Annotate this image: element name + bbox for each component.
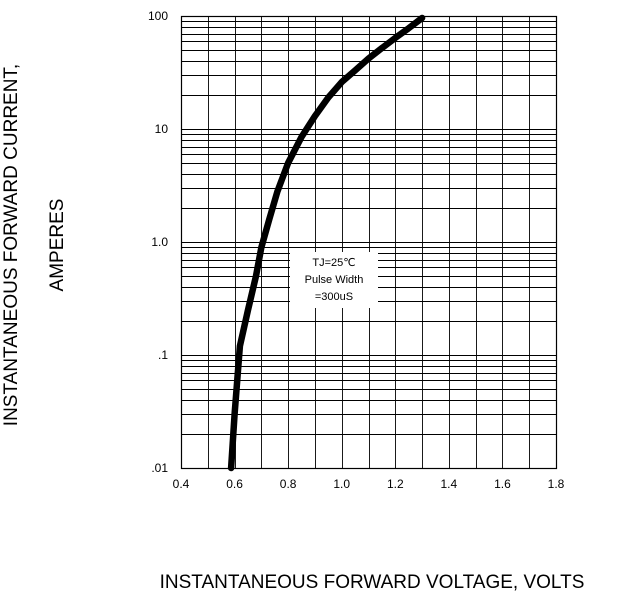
plot-frame — [180, 15, 558, 470]
y-axis-label-text-2: AMPERES — [47, 198, 68, 292]
x-tick-label: 1.2 — [387, 477, 404, 491]
x-tick-label: 1.8 — [548, 477, 565, 491]
y-axis-label-text-1: INSTANTANEOUS FORWARD CURRENT, — [1, 63, 22, 427]
y-tick-label: 1.0 — [151, 235, 168, 249]
x-axis-label-text: INSTANTANEOUS FORWARD VOLTAGE, VOLTS — [159, 572, 585, 593]
x-tick-label: 0.4 — [173, 477, 190, 491]
annotation-line-2: Pulse Width — [305, 274, 364, 286]
x-tick-label: 1.0 — [333, 477, 350, 491]
y-tick-label: .01 — [151, 461, 168, 475]
grid — [180, 15, 558, 470]
x-axis-label: INSTANTANEOUS FORWARD VOLTAGE, VOLTS — [0, 572, 624, 594]
y-tick-label: 10 — [155, 122, 169, 136]
annotation-background — [290, 252, 378, 308]
annotation-line-3: =300uS — [315, 291, 353, 303]
y-tick-label: .1 — [158, 348, 168, 362]
x-tick-label: 1.4 — [441, 477, 458, 491]
x-tick-label: 0.8 — [280, 477, 297, 491]
annotation-box: TJ=25℃ Pulse Width =300uS — [290, 252, 378, 308]
annotation-line-1: TJ=25℃ — [312, 257, 355, 269]
y-tick-label: 100 — [148, 9, 168, 23]
tick-labels: 0.4 0.6 0.8 1.0 1.2 1.4 1.6 1.8 .01 .1 1.0 10 100 — [148, 9, 565, 491]
series-curve-layer — [227, 14, 426, 472]
forward-current-curve — [227, 14, 426, 472]
x-tick-label: 0.6 — [226, 477, 243, 491]
x-tick-label: 1.6 — [494, 477, 511, 491]
